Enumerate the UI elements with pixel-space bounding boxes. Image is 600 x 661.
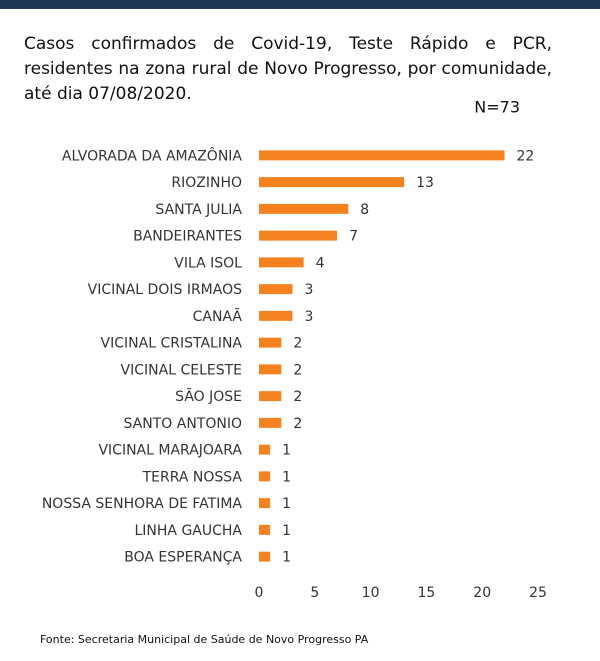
bar xyxy=(259,230,338,241)
bar xyxy=(259,551,271,562)
x-tick-label: 0 xyxy=(255,585,264,601)
y-tick-label: VICINAL CRISTALINA xyxy=(101,336,243,352)
y-tick-label: SÃO JOSE xyxy=(175,388,242,405)
y-tick-label: CANAÃ xyxy=(193,308,243,325)
y-tick-label: VICINAL CELESTE xyxy=(121,362,242,378)
y-tick-label: BANDEIRANTES xyxy=(133,229,242,245)
bar xyxy=(259,391,282,402)
bar xyxy=(259,337,282,348)
bar xyxy=(259,417,282,428)
y-tick-label: VICINAL MARAJOARA xyxy=(98,443,242,459)
data-label: 13 xyxy=(416,175,434,191)
y-tick-label: BOA ESPERANÇA xyxy=(124,550,242,566)
x-tick-label: 25 xyxy=(529,585,547,601)
data-label: 4 xyxy=(316,255,325,271)
bar xyxy=(259,257,304,268)
y-tick-label: RIOZINHO xyxy=(171,175,242,191)
data-label: 2 xyxy=(293,336,302,352)
y-tick-label: ALVORADA DA AMAZÔNIA xyxy=(62,146,242,164)
source: Fonte: Secretaria Municipal de Saúde de … xyxy=(40,633,369,646)
data-label: 3 xyxy=(304,309,313,325)
y-tick-label: SANTO ANTONIO xyxy=(124,416,242,432)
data-label: 2 xyxy=(293,416,302,432)
y-tick-label: VICINAL DOIS IRMAOS xyxy=(88,282,242,298)
y-tick-label: SANTA JULIA xyxy=(155,202,242,218)
x-tick-label: 5 xyxy=(310,585,319,601)
y-tick-label: NOSSA SENHORA DE FATIMA xyxy=(42,496,243,512)
y-tick-label: LINHA GAUCHA xyxy=(134,523,242,539)
data-label: 2 xyxy=(293,389,302,405)
data-label: 8 xyxy=(360,202,369,218)
bar xyxy=(259,284,293,295)
chart-title: Casos confirmados de Covid-19, Teste Ráp… xyxy=(24,34,552,104)
y-tick-label: TERRA NOSSA xyxy=(142,469,243,485)
data-label: 1 xyxy=(282,496,291,512)
data-label: 1 xyxy=(282,550,291,566)
annotation: N=73 xyxy=(474,98,520,117)
data-label: 1 xyxy=(282,523,291,539)
bar xyxy=(259,498,271,509)
data-label: 2 xyxy=(293,362,302,378)
y-tick-label: VILA ISOL xyxy=(174,255,242,271)
bar xyxy=(259,364,282,375)
bar xyxy=(259,471,271,482)
x-tick-label: 10 xyxy=(362,585,380,601)
bar xyxy=(259,177,405,188)
data-label: 7 xyxy=(349,229,358,245)
data-label: 1 xyxy=(282,443,291,459)
bar xyxy=(259,310,293,321)
bar xyxy=(259,524,271,535)
data-label: 3 xyxy=(304,282,313,298)
bar xyxy=(259,444,271,455)
bar xyxy=(259,203,349,214)
data-label: 22 xyxy=(517,148,535,164)
x-tick-label: 20 xyxy=(473,585,491,601)
x-tick-label: 15 xyxy=(417,585,435,601)
top-band xyxy=(0,0,600,9)
data-label: 1 xyxy=(282,469,291,485)
bar xyxy=(259,150,505,161)
